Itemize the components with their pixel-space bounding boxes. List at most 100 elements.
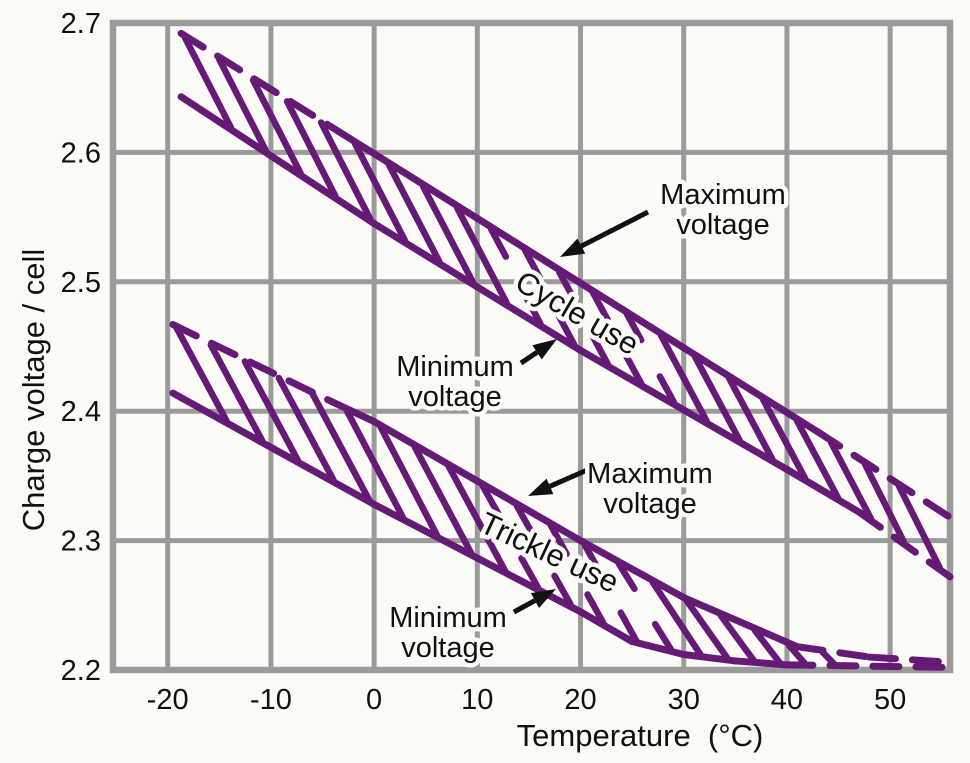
hatch-tick	[584, 591, 607, 627]
minimum-voltage-line	[783, 465, 863, 516]
hatch-line	[207, 341, 266, 444]
minimum-voltage-line	[680, 650, 739, 665]
minimum-voltage-line	[169, 389, 378, 508]
hatch-tick	[581, 541, 604, 577]
hatch-line	[725, 374, 776, 463]
hatch-line	[793, 417, 842, 501]
hatch-tick	[623, 353, 645, 387]
y-axis-title: Charge voltage / cell	[16, 248, 51, 532]
x-axis-tick-label: 40	[771, 684, 803, 716]
minimum-voltage-line	[628, 638, 688, 658]
hatch-tick	[589, 289, 611, 323]
hatch-line	[785, 641, 808, 667]
hatch-line	[173, 325, 230, 424]
hatch-tick	[479, 483, 503, 520]
y-axis-tick-label: 2.5	[61, 267, 101, 299]
hatch-line	[717, 612, 757, 664]
minimum-voltage-line	[177, 93, 378, 228]
hatch-line	[683, 597, 731, 662]
hatch-tick	[518, 554, 542, 591]
hatch-tick	[522, 292, 544, 327]
cycle-min-arrow-head	[532, 339, 557, 360]
trickle-min-voltage-label: Minimum voltage	[389, 602, 507, 664]
hatch-line	[691, 353, 743, 444]
maximum-voltage-line	[339, 130, 822, 436]
hatch-line	[861, 461, 908, 546]
trickle-max-voltage-label: Maximum voltage	[587, 458, 713, 520]
hatch-tick	[656, 373, 678, 406]
cycle-max-arrow-line	[580, 209, 650, 249]
minimum-voltage-line	[731, 657, 791, 669]
x-axis-tick-label: -10	[250, 684, 292, 716]
hatch-line	[827, 439, 875, 522]
hatch-line	[657, 332, 710, 425]
x-axis-tick-label: -20	[147, 684, 189, 716]
hatch-line	[215, 55, 269, 154]
hatch-line	[181, 34, 235, 131]
trickle-min-arrow-line	[512, 598, 537, 615]
cycle-min-voltage-label: Minimum voltage	[396, 351, 514, 413]
hatch-tick	[556, 313, 578, 348]
x-axis-tick-label: 0	[366, 684, 382, 716]
hatch-line	[343, 407, 407, 521]
hatch-line	[351, 140, 409, 244]
minimum-voltage-line	[855, 508, 954, 581]
maximum-voltage-line	[793, 643, 873, 661]
hatch-line	[377, 424, 441, 539]
plot-border	[109, 19, 954, 674]
maximum-voltage-line	[577, 537, 688, 602]
hatch-tick	[623, 311, 645, 344]
hatch-tick	[555, 268, 577, 302]
minimum-voltage-line	[370, 220, 585, 354]
trickle-max-arrow-line	[548, 464, 596, 489]
x-axis-tick-label: 50	[874, 684, 906, 716]
cycle-min-arrow-line	[519, 350, 539, 366]
maximum-voltage-line	[177, 29, 347, 138]
hatch-tick	[589, 333, 612, 368]
minimum-voltage-line	[577, 346, 791, 473]
hatch-line	[309, 391, 373, 503]
hatch-line	[317, 119, 374, 223]
trickle-max-arrow-head	[528, 478, 554, 496]
maximum-voltage-line	[814, 428, 954, 521]
hatch-line	[411, 443, 475, 556]
hatch-line	[649, 579, 704, 658]
hatch-line	[249, 76, 304, 177]
hatch-line	[445, 463, 509, 574]
hatch-tick	[551, 572, 574, 608]
hatch-line	[283, 98, 339, 200]
hatch-tick	[617, 609, 640, 644]
hatch-line	[759, 396, 809, 482]
cycle-max-voltage-label: Maximum voltage	[660, 179, 786, 241]
hatch-line	[895, 483, 943, 571]
y-axis-tick-label: 2.3	[61, 526, 101, 558]
maximum-voltage-line	[370, 418, 585, 545]
maximum-voltage-line	[865, 653, 954, 666]
minimum-voltage-line	[783, 661, 954, 671]
hatch-line	[275, 374, 337, 484]
x-axis-tick-label: 20	[564, 684, 596, 716]
y-axis-tick-label: 2.4	[61, 396, 101, 428]
hatch-line	[241, 358, 301, 464]
maximum-voltage-line	[680, 594, 801, 651]
hatch-tick	[651, 620, 675, 653]
y-axis-tick-label: 2.7	[61, 8, 101, 40]
hatch-tick	[547, 522, 570, 558]
hatch-line	[751, 627, 783, 666]
minimum-voltage-line	[577, 608, 636, 646]
hatch-tick	[513, 502, 537, 538]
x-axis-title: Temperature (°C)	[516, 718, 764, 753]
trickle-min-arrow-head	[530, 589, 556, 608]
hatch-tick	[615, 560, 638, 593]
hatch-line	[385, 161, 443, 265]
cycle-max-arrow-head	[560, 238, 586, 257]
y-axis-tick-label: 2.6	[61, 137, 101, 169]
x-axis-tick-label: 10	[461, 684, 493, 716]
hatch-tick	[521, 247, 544, 282]
hatch-line	[419, 183, 477, 286]
x-axis-tick-label: 30	[668, 684, 700, 716]
hatch-line	[453, 204, 510, 307]
